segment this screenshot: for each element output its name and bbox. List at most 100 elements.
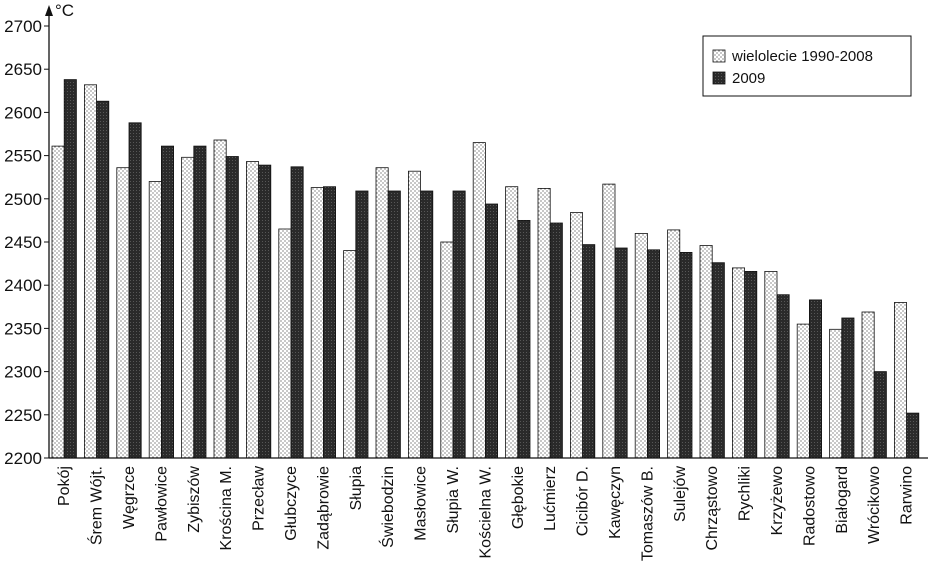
x-category-label: Zybiszów (186, 466, 203, 533)
y-tick-label: 2200 (4, 449, 42, 468)
bar-2009 (225, 156, 239, 459)
x-category-label: Śrem Wójt. (87, 466, 106, 545)
x-category-label: Głębokie (510, 466, 527, 529)
x-category-label: Cicibór D. (575, 466, 592, 536)
bar-wielolecie (894, 302, 908, 459)
x-category-label: Przecław (251, 466, 268, 531)
legend-box (702, 35, 912, 97)
bar-2009 (679, 251, 693, 459)
bar-wielolecie (84, 84, 98, 459)
bar-wielolecie (148, 181, 162, 459)
x-category-label: Tomaszów B. (639, 466, 656, 561)
bar-wielolecie (602, 183, 616, 459)
x-category-label: Słupia (348, 466, 365, 511)
y-tick-label: 2550 (4, 147, 42, 166)
bar-wielolecie (310, 187, 324, 459)
bar-2009 (160, 145, 174, 459)
legend-label-2009: 2009 (732, 70, 765, 87)
y-tick-label: 2600 (4, 103, 42, 122)
bar-2009 (322, 186, 336, 459)
y-axis-ticks: 2200 2250 2300 2350 2400 2450 2500 2550 2600 2650… (4, 17, 49, 468)
bar-wielolecie (51, 145, 65, 459)
y-axis-arrow (45, 5, 53, 16)
y-tick-label: 2450 (4, 233, 42, 252)
x-category-label: Kawęczyn (607, 466, 624, 539)
y-tick-label: 2350 (4, 319, 42, 338)
bar-2009 (873, 371, 887, 459)
y-tick-label: 2400 (4, 276, 42, 295)
bar-2009 (744, 270, 758, 459)
legend-label-wielolecie: wielolecie 1990-2008 (731, 48, 873, 65)
x-category-label: Lućmierz (542, 466, 559, 531)
bar-wielolecie (472, 142, 486, 459)
bar-wielolecie (213, 139, 227, 459)
x-category-label: Krzyżewo (769, 466, 786, 535)
x-category-label: Kościelna W. (477, 466, 494, 558)
y-tick-label: 2300 (4, 363, 42, 382)
x-category-label: Głubczyce (283, 466, 300, 541)
x-category-label: Chrząstowo (704, 466, 721, 551)
y-tick-label: 2500 (4, 190, 42, 209)
bar-wielolecie (537, 187, 551, 459)
x-category-label: Masłowice (413, 466, 430, 541)
x-category-label: Pokój (56, 466, 73, 506)
bar-wielolecie (343, 250, 357, 459)
bar-wielolecie (505, 186, 519, 459)
bar-2009 (517, 219, 531, 459)
bar-2009 (387, 190, 401, 459)
bar-2009 (355, 190, 369, 459)
bar-2009 (420, 190, 434, 459)
x-category-label: Świebodzin (378, 466, 397, 548)
bar-wielolecie (245, 161, 259, 459)
bar-wielolecie (861, 311, 875, 459)
bar-wielolecie (796, 323, 810, 459)
bar-wielolecie (375, 167, 389, 459)
bar-wielolecie (407, 170, 421, 459)
bar-wielolecie (570, 212, 584, 459)
x-category-label: Białogard (834, 466, 851, 534)
bar-2009 (549, 222, 563, 459)
bar-2009 (128, 122, 142, 459)
bar-wielolecie (764, 270, 778, 459)
legend: wielolecie 1990-2008 2009 (702, 35, 912, 97)
bar-2009 (582, 244, 596, 459)
bar-2009 (193, 145, 207, 459)
legend-swatch-2009 (712, 71, 726, 85)
x-category-label: Rarwino (899, 466, 916, 525)
bar-wielolecie (667, 229, 681, 459)
bar-wielolecie (278, 228, 292, 459)
y-tick-label: 2250 (4, 406, 42, 425)
x-category-label: Krościna M. (218, 466, 235, 550)
bar-wielolecie (699, 245, 713, 459)
x-axis-labels: Pokój Śrem Wójt. Węgrzce Pawłowice Zybiszów K… (56, 466, 915, 562)
bar-wielolecie (732, 267, 746, 459)
bars-group (51, 79, 920, 459)
x-category-label: Zadąbrowie (315, 466, 332, 550)
bar-2009 (841, 317, 855, 459)
bar-2009 (809, 299, 823, 459)
bar-wielolecie (116, 167, 130, 459)
bar-2009 (258, 164, 272, 459)
bar-2009 (614, 247, 628, 459)
bar-wielolecie (440, 241, 454, 459)
x-category-label: Słupia W. (445, 466, 462, 534)
legend-swatch-wielolecie (712, 49, 726, 63)
bar-wielolecie (634, 232, 648, 459)
bar-2009 (63, 79, 77, 459)
x-category-label: Rychliki (737, 466, 754, 521)
bar-2009 (96, 100, 110, 459)
bar-2009 (647, 249, 661, 459)
bar-2009 (906, 412, 920, 459)
bar-2009 (290, 166, 304, 459)
bar-wielolecie (181, 156, 195, 459)
x-category-label: Sulejów (672, 466, 689, 522)
x-category-label: Radostowo (801, 466, 818, 546)
x-category-label: Pawłowice (153, 466, 170, 542)
x-category-label: Wrócikowo (866, 466, 883, 544)
bar-2009 (484, 203, 498, 459)
y-tick-label: 2700 (4, 17, 42, 36)
bar-2009 (711, 262, 725, 459)
bar-2009 (776, 294, 790, 459)
bar-2009 (452, 190, 466, 459)
y-axis-unit-label: °C (55, 1, 74, 20)
